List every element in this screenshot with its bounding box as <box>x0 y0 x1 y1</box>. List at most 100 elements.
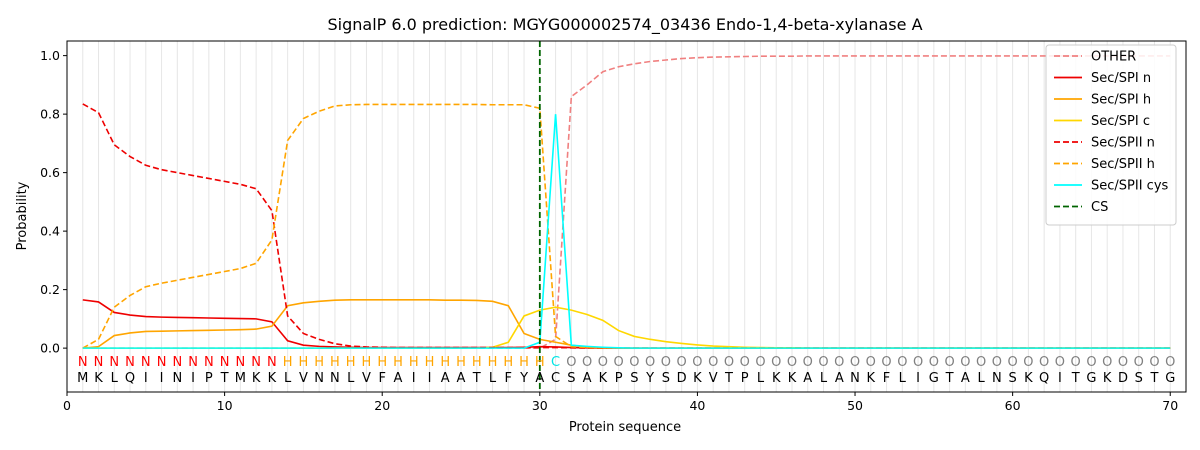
residue-label: V <box>709 371 718 386</box>
region-label: H <box>440 355 450 370</box>
region-label: O <box>787 355 797 370</box>
series-line-sec-spii-n <box>82 103 1171 349</box>
region-label: N <box>78 355 88 370</box>
region-label: O <box>1039 355 1049 370</box>
legend-label-sec-spii-n: Sec/SPII n <box>1091 136 1155 151</box>
residue-label: K <box>1103 371 1112 386</box>
region-label: N <box>188 355 198 370</box>
y-tick-label: 1.0 <box>40 48 60 63</box>
residue-label: N <box>992 371 1002 386</box>
residue-label: A <box>457 371 466 386</box>
region-label: N <box>157 355 167 370</box>
region-label: O <box>866 355 876 370</box>
region-label: H <box>346 355 356 370</box>
region-label: O <box>692 355 702 370</box>
region-label: O <box>708 355 718 370</box>
residue-label: G <box>1165 371 1175 386</box>
residue-label: K <box>867 371 876 386</box>
region-label: N <box>94 355 104 370</box>
residue-label: D <box>677 371 687 386</box>
region-label: O <box>944 355 954 370</box>
region-label: O <box>929 355 939 370</box>
legend-label-sec-spi-c: Sec/SPI c <box>1091 114 1150 129</box>
residue-label: A <box>394 371 403 386</box>
residue-label: I <box>412 371 416 386</box>
region-label: H <box>503 355 513 370</box>
legend: OTHER Sec/SPI n Sec/SPI h Sec/SPI c Sec/SPII… <box>1045 44 1177 226</box>
y-tick-label: 0.4 <box>40 224 60 239</box>
legend-label-cs: CS <box>1091 200 1108 215</box>
residue-label: S <box>662 371 670 386</box>
region-label: O <box>582 355 592 370</box>
y-tick-label: 0.8 <box>40 107 60 122</box>
plot-area <box>82 41 1171 392</box>
region-label: N <box>204 355 214 370</box>
residue-label: C <box>551 371 560 386</box>
region-label: O <box>834 355 844 370</box>
residue-label: K <box>599 371 608 386</box>
region-label: O <box>1118 355 1128 370</box>
residue-label: T <box>724 371 733 386</box>
axes: 0 10 20 30 40 50 60 70 0.0 0.2 0.4 0.6 0.8 1.0 <box>40 40 1187 413</box>
residue-label: A <box>441 371 450 386</box>
region-label: O <box>803 355 813 370</box>
residue-label: Y <box>645 371 654 386</box>
region-label: O <box>1165 355 1175 370</box>
legend-box <box>1045 44 1177 226</box>
region-label: O <box>1055 355 1065 370</box>
residue-label: I <box>144 371 148 386</box>
residue-label: K <box>788 371 797 386</box>
series-line-sec-spi-c <box>82 306 1171 349</box>
region-label: O <box>850 355 860 370</box>
region-label: O <box>755 355 765 370</box>
residue-label: A <box>583 371 592 386</box>
region-label: H <box>393 355 403 370</box>
residue-label: N <box>314 371 324 386</box>
region-label: N <box>172 355 182 370</box>
residue-label: Y <box>519 371 528 386</box>
residue-label: M <box>235 371 246 386</box>
region-label: O <box>661 355 671 370</box>
region-label: N <box>109 355 119 370</box>
residue-label: N <box>330 371 340 386</box>
residue-label: S <box>567 371 575 386</box>
x-tick-label: 60 <box>1005 398 1021 413</box>
residue-label: P <box>205 371 213 386</box>
residue-label: G <box>1086 371 1096 386</box>
residue-label: F <box>505 371 512 386</box>
residue-label: I <box>916 371 920 386</box>
legend-label-sec-spi-n: Sec/SPI n <box>1091 71 1151 86</box>
region-label: O <box>881 355 891 370</box>
region-label: H <box>535 355 545 370</box>
region-label: C <box>551 355 560 370</box>
region-label: O <box>992 355 1002 370</box>
x-tick-label: 50 <box>847 398 863 413</box>
region-label: O <box>1102 355 1112 370</box>
residue-label: L <box>899 371 907 386</box>
legend-label-sec-spii-h: Sec/SPII h <box>1091 157 1155 172</box>
region-label: O <box>976 355 986 370</box>
legend-label-sec-spi-h: Sec/SPI h <box>1091 93 1151 108</box>
series-line-sec-spii-h <box>82 103 1171 349</box>
region-label: O <box>960 355 970 370</box>
region-label: H <box>519 355 529 370</box>
residue-label: S <box>630 371 638 386</box>
region-label: O <box>629 355 639 370</box>
residue-label: T <box>1071 371 1080 386</box>
residue-label: N <box>172 371 182 386</box>
residue-label: L <box>489 371 497 386</box>
residue-label: P <box>615 371 623 386</box>
region-label: H <box>283 355 293 370</box>
residue-label: F <box>883 371 890 386</box>
chart-title: SignalP 6.0 prediction: MGYG000002574_03… <box>327 15 922 35</box>
residue-label: A <box>961 371 970 386</box>
residue-label: D <box>1118 371 1128 386</box>
y-axis-label: Probability <box>15 181 30 250</box>
residue-label: K <box>693 371 702 386</box>
residue-label: L <box>347 371 355 386</box>
residue-label: S <box>1009 371 1017 386</box>
region-label: O <box>1134 355 1144 370</box>
region-label: O <box>1071 355 1081 370</box>
residue-label: A <box>803 371 812 386</box>
